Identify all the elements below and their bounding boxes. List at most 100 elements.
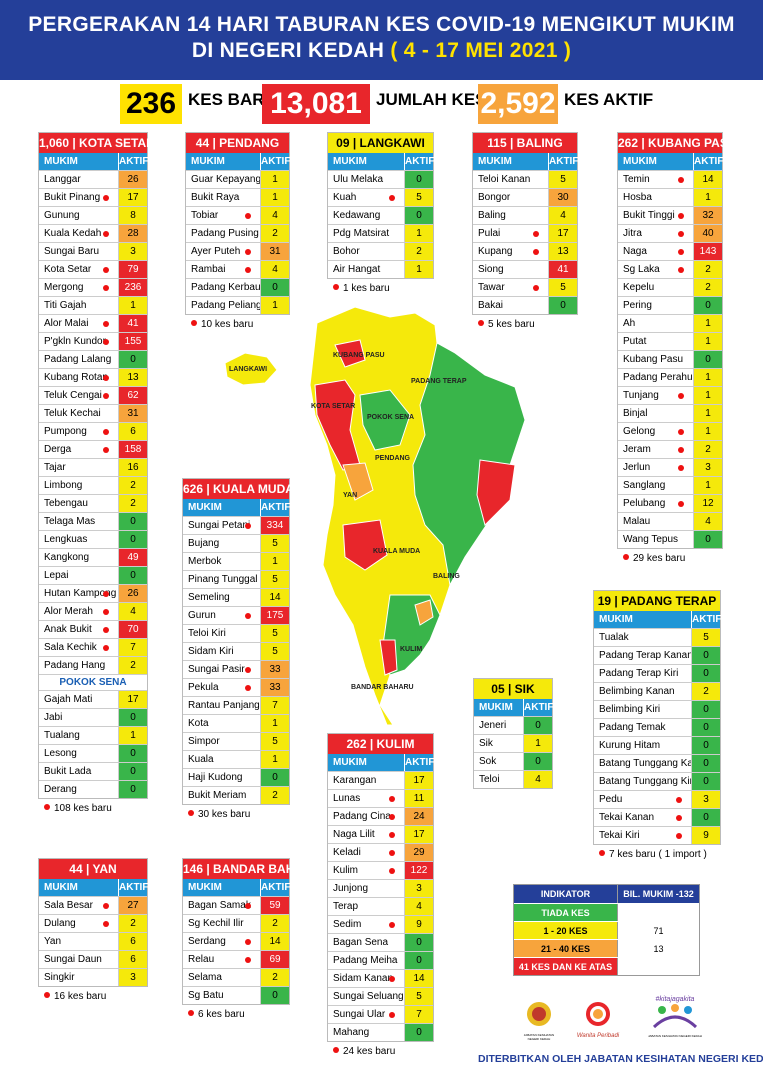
- aktif-value: 0: [405, 952, 433, 969]
- table-row: Naga 143: [618, 242, 722, 260]
- aktif-value: 33: [261, 661, 289, 678]
- mukim-name: Anak Bukit: [39, 621, 119, 638]
- zone-red-baling: [476, 459, 516, 526]
- aktif-value: 30: [549, 189, 577, 206]
- aktif-value: 1: [119, 297, 147, 314]
- table-row: Kangkong 49: [39, 548, 147, 566]
- new-cases-note: 1 kes baru: [333, 283, 390, 294]
- mukim-name: Relau: [183, 951, 261, 968]
- mukim-name: Ulu Melaka: [328, 171, 405, 188]
- table-row: Guar Kepayang 1: [186, 170, 289, 188]
- aktif-value: 0: [261, 279, 289, 296]
- aktif-value: 79: [119, 261, 147, 278]
- aktif-value: 9: [692, 827, 720, 844]
- map-label-yan: YAN: [343, 492, 357, 499]
- table-row: Kota Setar 79: [39, 260, 147, 278]
- new-cases-note: 29 kes baru: [623, 553, 685, 564]
- district-title: 05 | SIK: [474, 679, 552, 699]
- aktif-value: 6: [119, 951, 147, 968]
- aktif-value: 13: [119, 369, 147, 386]
- aktif-value: 0: [405, 207, 433, 224]
- mukim-name: Selama: [183, 969, 261, 986]
- map-label-baling: BALING: [433, 573, 460, 580]
- column-header: MUKIM AKTIF: [618, 153, 723, 170]
- new-case-dot-icon: [103, 321, 109, 327]
- aktif-value: 0: [524, 717, 552, 734]
- mukim-name: Putat: [618, 333, 694, 350]
- col-mukim: MUKIM: [328, 153, 405, 170]
- mukim-name: Teloi: [474, 771, 524, 788]
- aktif-value: 0: [549, 297, 577, 314]
- aktif-value: 17: [405, 772, 433, 789]
- indicator-header: INDIKATOR BIL. MUKIM -132: [514, 885, 699, 903]
- mukim-name: Kurung Hitam: [594, 737, 692, 754]
- district-title: 262 | KUBANG PASU: [618, 133, 737, 153]
- col-aktif: AKTIF: [549, 156, 579, 167]
- mukim-name: Derang: [39, 781, 119, 798]
- aktif-value: 334: [261, 517, 289, 534]
- aktif-value: 1: [694, 333, 722, 350]
- table-row: Junjong 3: [328, 879, 433, 897]
- mukim-name: Padang Meiha: [328, 952, 405, 969]
- mukim-name: Kupang: [473, 243, 549, 260]
- table-row: Bujang 5: [183, 534, 289, 552]
- mukim-name: Alor Merah: [39, 603, 119, 620]
- mukim-name: Limbong: [39, 477, 119, 494]
- table-row: Sok 0: [474, 752, 552, 770]
- aktif-value: 0: [692, 773, 720, 790]
- table-row: Putat 1: [618, 332, 722, 350]
- mukim-name: Kuah: [328, 189, 405, 206]
- table-row: Pekula 33: [183, 678, 289, 696]
- mukim-name: Tekai Kanan: [594, 809, 692, 826]
- table-row: Sanglang 1: [618, 476, 722, 494]
- table-row: Kubang Pasu 0: [618, 350, 722, 368]
- column-header: MUKIM AKTIF: [594, 611, 721, 628]
- new-cases-note: 6 kes baru: [188, 1009, 245, 1020]
- new-case-dot-icon: [103, 447, 109, 453]
- district-title: 115 | BALING: [473, 133, 577, 153]
- table-row: Lepai 0: [39, 566, 147, 584]
- footer-text: DITERBITKAN OLEH JABATAN KESIHATAN NEGER…: [478, 1053, 763, 1065]
- district-title: 146 | BANDAR BAHARU: [183, 859, 320, 879]
- aktif-value: 1: [694, 369, 722, 386]
- mukim-name: Belimbing Kiri: [594, 701, 692, 718]
- mukim-name: Rantau Panjang: [183, 697, 261, 714]
- district-title: 09 | LANGKAWI: [328, 133, 433, 153]
- aktif-value: 0: [405, 934, 433, 951]
- table-row: Padang Temak 0: [594, 718, 720, 736]
- table-row: Jerlun 3: [618, 458, 722, 476]
- table-row: Padang Perahu 1: [618, 368, 722, 386]
- table-row: Kubang Rotan 13: [39, 368, 147, 386]
- aktif-value: 2: [694, 279, 722, 296]
- indicator-row: 41 KES DAN KE ATAS 15: [514, 957, 699, 975]
- zone-red-kulim: [379, 639, 398, 676]
- table-row: Relau 69: [183, 950, 289, 968]
- table-row: Yan 6: [39, 932, 147, 950]
- jumlah-kes-label: JUMLAH KES: [376, 90, 487, 109]
- mukim-name: Sidam Kanan: [328, 970, 405, 987]
- table-row: Alor Merah 4: [39, 602, 147, 620]
- aktif-value: 3: [692, 791, 720, 808]
- mukim-name: Pelubang: [618, 495, 694, 512]
- table-row: Limbong 2: [39, 476, 147, 494]
- col-mukim: MUKIM: [473, 153, 549, 170]
- table-row: Kupang 13: [473, 242, 577, 260]
- aktif-value: 2: [261, 915, 289, 932]
- aktif-value: 2: [694, 261, 722, 278]
- new-case-dot-icon: [678, 177, 684, 183]
- table-row: Jeram 2: [618, 440, 722, 458]
- table-row: Lengkuas 0: [39, 530, 147, 548]
- table-row: Telaga Mas 0: [39, 512, 147, 530]
- mukim-name: Malau: [618, 513, 694, 530]
- aktif-value: 2: [119, 915, 147, 932]
- moh-crest-icon: [527, 1002, 551, 1026]
- table-row: Bukit Raya 1: [186, 188, 289, 206]
- mukim-name: Ayer Puteh: [186, 243, 261, 260]
- mukim-name: Haji Kudong: [183, 769, 261, 786]
- aktif-value: 5: [405, 189, 433, 206]
- mukim-name: Terap: [328, 898, 405, 915]
- table-row: Tebengau 2: [39, 494, 147, 512]
- new-case-dot-icon: [389, 850, 395, 856]
- mukim-name: Merbok: [183, 553, 261, 570]
- new-case-dot-icon: [676, 797, 682, 803]
